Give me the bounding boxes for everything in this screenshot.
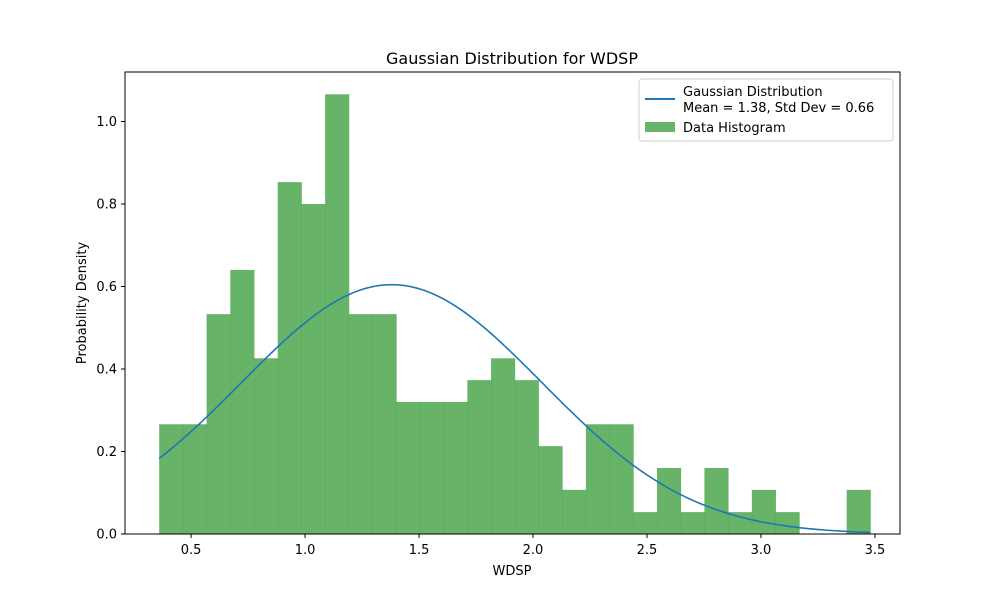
- x-tick-label: 3.5: [865, 543, 886, 558]
- histogram-bar: [538, 446, 563, 534]
- histogram-bar: [728, 512, 753, 534]
- y-tick-label: 1.0: [96, 115, 117, 130]
- legend-gaussian-line-2: Mean = 1.38, Std Dev = 0.66: [683, 101, 874, 116]
- histogram-bars: [159, 94, 871, 535]
- histogram-bar: [396, 402, 421, 534]
- histogram-bar: [775, 512, 800, 534]
- legend-box: [638, 78, 894, 142]
- histogram-bar: [633, 512, 658, 534]
- histogram-bar: [372, 314, 397, 534]
- y-tick-label: 0.0: [96, 528, 117, 543]
- histogram-bar: [609, 424, 634, 534]
- histogram-bar: [230, 270, 255, 534]
- histogram-bar: [704, 468, 729, 534]
- histogram-bar: [680, 512, 705, 534]
- y-tick-label: 0.8: [96, 198, 117, 213]
- histogram-bar: [585, 424, 611, 534]
- y-tick-label: 0.2: [96, 445, 117, 460]
- y-axis-label: Probability Density: [75, 242, 90, 365]
- legend-histogram-swatch: [645, 122, 675, 132]
- legend-histogram-label: Data Histogram: [683, 121, 786, 136]
- histogram-bar: [514, 380, 539, 534]
- histogram-bar: [467, 380, 492, 534]
- histogram-bar: [751, 489, 776, 534]
- plot-frame: [124, 71, 901, 535]
- histogram-bar: [657, 468, 682, 534]
- legend-gaussian-line-1: Gaussian Distribution: [683, 85, 823, 100]
- histogram-bar: [254, 358, 279, 534]
- histogram-bar: [182, 424, 208, 534]
- gaussian-curve: [158, 283, 871, 534]
- x-tick-label: 1.0: [295, 543, 316, 558]
- histogram-bar: [846, 489, 871, 534]
- x-tick-label: 2.5: [637, 543, 658, 558]
- histogram-bar: [206, 314, 231, 534]
- histogram-bar: [419, 402, 445, 534]
- histogram-bar: [325, 94, 350, 535]
- y-tick-label: 0.6: [96, 280, 117, 295]
- x-tick-label: 2.0: [523, 543, 544, 558]
- histogram-bar: [443, 402, 468, 534]
- gaussian-curve-group: [158, 283, 871, 534]
- chart-title: Gaussian Distribution for WDSP: [386, 49, 638, 68]
- x-tick-label: 3.0: [751, 543, 772, 558]
- legend: Gaussian Distribution Mean = 1.38, Std D…: [638, 78, 894, 142]
- histogram-bar: [301, 204, 326, 534]
- histogram-bar: [348, 314, 373, 534]
- histogram-bar: [491, 358, 516, 534]
- x-tick-label: 0.5: [181, 543, 202, 558]
- x-axis-label: WDSP: [493, 564, 532, 579]
- x-tick-label: 1.5: [409, 543, 430, 558]
- histogram-bar: [277, 182, 302, 534]
- y-tick-label: 0.4: [96, 363, 117, 378]
- histogram-bar: [562, 489, 587, 534]
- x-axis-ticks: 0.5 1.0 1.5 2.0 2.5 3.0 3.5: [181, 534, 886, 558]
- y-axis-ticks: 0.0 0.2 0.4 0.6 0.8 1.0: [96, 115, 125, 543]
